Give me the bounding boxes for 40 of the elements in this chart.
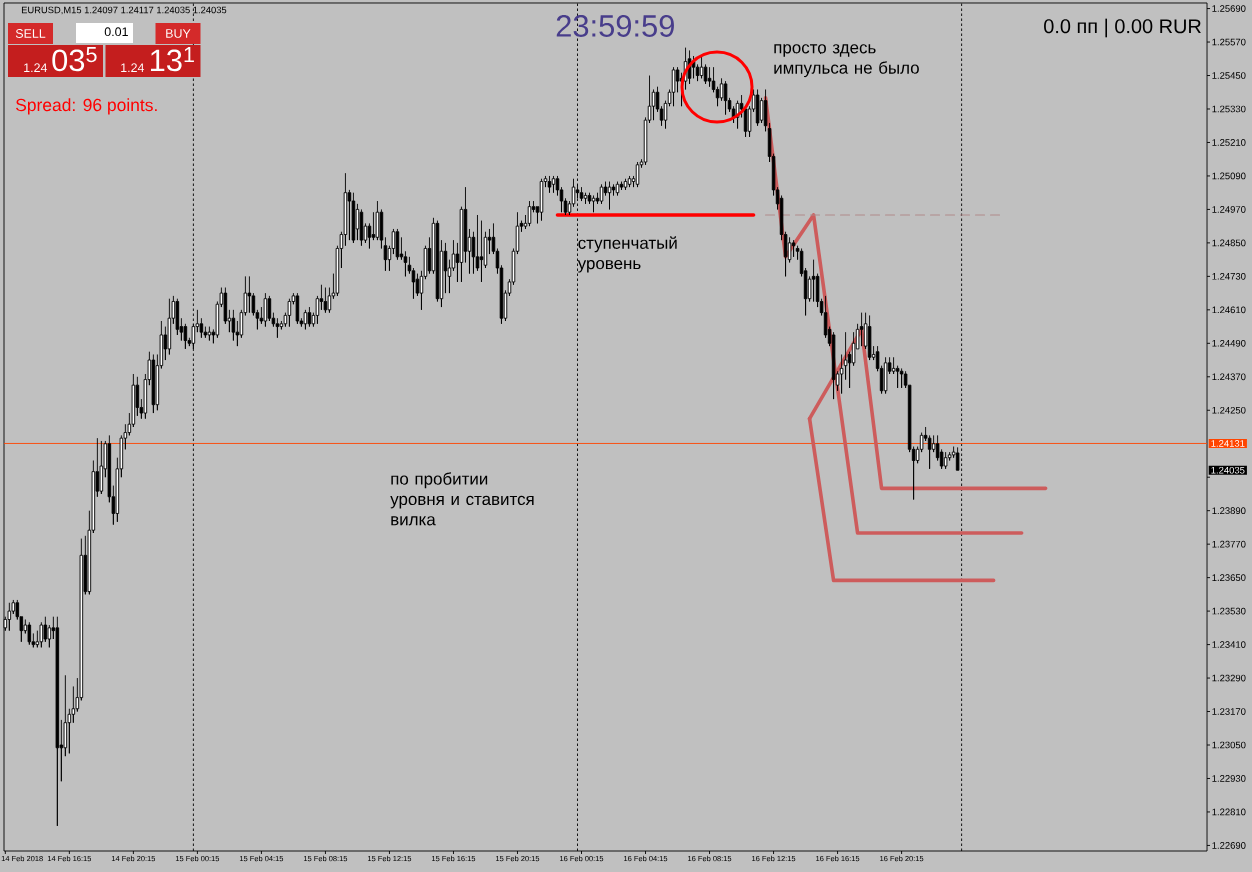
annotation: Spread: 96 points.: [16, 98, 157, 115]
y-tick-label: 1.24490: [1212, 339, 1246, 347]
y-tick-label: 1.25210: [1212, 139, 1246, 146]
y-tick-label: 1.24850: [1212, 239, 1246, 247]
annotation: SELL: [15, 29, 46, 38]
annotation: BUY: [166, 29, 191, 38]
y-tick-label: 1.24970: [1212, 206, 1246, 213]
y-tick-label: 1.22690: [1212, 842, 1246, 849]
y-tick-label: 1.23650: [1212, 574, 1246, 581]
annotation: по пробитии уровня и ставится вилка: [390, 472, 534, 526]
ref-line-label: 1.24131: [1211, 440, 1245, 447]
y-tick-label: 1.25690: [1212, 5, 1246, 12]
y-tick-label: 1.24730: [1212, 273, 1246, 280]
annotation: 13$^{1}$: [150, 47, 194, 72]
y-tick-label: 1.23530: [1212, 607, 1246, 615]
y-tick-label: 1.22810: [1212, 808, 1246, 816]
y-tick-label: 1.22930: [1212, 775, 1246, 782]
annotation: просто здесь импульса не было: [774, 44, 919, 78]
text: 1.24035: [1211, 466, 1245, 474]
y-tick-label: 1.25330: [1212, 105, 1246, 113]
y-tick-label: 1.23050: [1212, 741, 1246, 749]
y-tick-label: 1.24610: [1212, 306, 1246, 314]
y-tick-label: 1.23410: [1212, 641, 1246, 648]
annotation: 1.24: [121, 63, 145, 72]
y-tick-label: 1.23890: [1212, 507, 1246, 515]
annotation: 23:59:59: [556, 15, 674, 37]
y-tick-label: 1.25090: [1212, 172, 1246, 180]
y-tick-label: 1.24250: [1212, 406, 1246, 414]
chart-title: EURUSD,M15 1.24097 1.24117 1.24035 1.24035: [21, 6, 227, 15]
y-tick-label: 1.23770: [1212, 540, 1246, 548]
annotation: 1.24: [24, 63, 48, 72]
y-tick-label: 1.23290: [1212, 674, 1246, 682]
annotation: 0.0 пп | 0.00 RUR: [1044, 18, 1201, 38]
annotation: 03$^{5}$: [52, 47, 97, 72]
y-tick-label: 1.25570: [1212, 38, 1246, 46]
y-tick-label: 1.25450: [1212, 72, 1246, 79]
y-tick-label: 1.24370: [1212, 373, 1246, 381]
annotation: ступенчатый уровень: [577, 236, 677, 273]
y-tick-label: 1.23170: [1212, 708, 1246, 715]
annotation: 0.01: [104, 27, 128, 37]
